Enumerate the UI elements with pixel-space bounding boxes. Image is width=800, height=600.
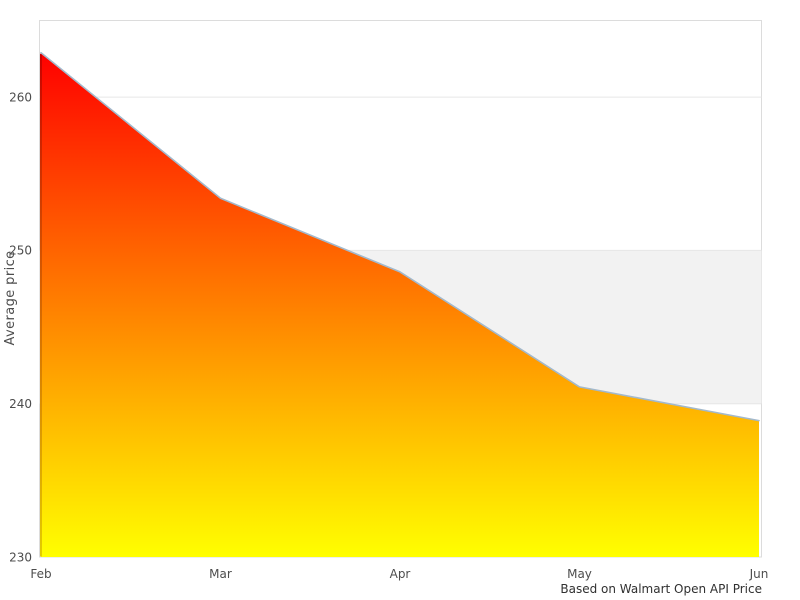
y-tick-label-240: 240 <box>9 397 32 411</box>
x-axis-label-may: May <box>567 567 592 581</box>
y-tick-labels-group: 230 240 250 260 <box>9 90 32 564</box>
x-axis-label-jun: Jun <box>749 567 769 581</box>
x-axis-labels-group: Feb Mar Apr May Jun <box>30 567 768 581</box>
price-area-fill <box>41 52 759 557</box>
y-tick-label-260: 260 <box>9 90 32 104</box>
y-axis-title: Average price <box>3 250 18 345</box>
x-axis-label-mar: Mar <box>209 567 232 581</box>
x-axis-label-apr: Apr <box>390 567 411 581</box>
y-tick-label-250: 250 <box>9 244 32 258</box>
y-tick-label-230: 230 <box>9 550 32 564</box>
chart-caption: Based on Walmart Open API Price <box>560 582 762 596</box>
price-trend-line <box>40 51 760 422</box>
series-group <box>40 51 760 557</box>
x-axis-label-feb: Feb <box>30 567 51 581</box>
